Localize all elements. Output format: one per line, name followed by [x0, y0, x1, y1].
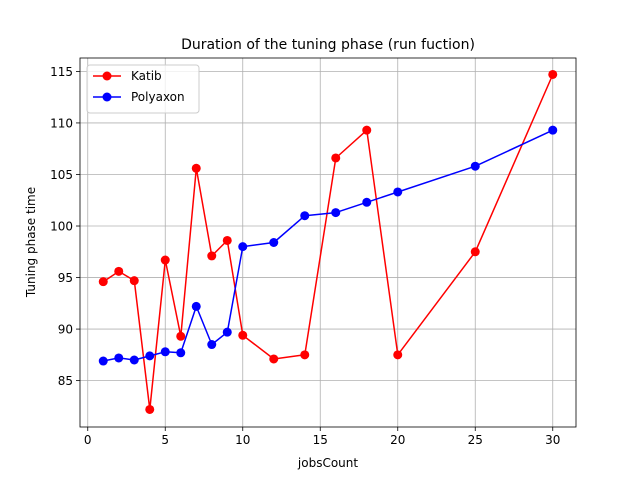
plot-frame: [79, 57, 577, 428]
data-point-polyaxon: [176, 348, 186, 358]
data-point-polyaxon: [207, 340, 217, 350]
y-tick-label: 115: [50, 65, 73, 79]
data-point-katib: [191, 163, 201, 173]
y-tick-label: 105: [50, 168, 73, 182]
x-tick-label: 10: [235, 433, 250, 447]
data-point-polyaxon: [98, 356, 108, 366]
y-tick-label: 85: [58, 374, 73, 388]
data-point-polyaxon: [160, 347, 170, 357]
y-tick-label: 95: [58, 271, 73, 285]
chart-title: Duration of the tuning phase (run fuctio…: [181, 37, 475, 53]
x-tick-label: 30: [545, 433, 560, 447]
legend-label-katib: Katib: [131, 69, 162, 83]
data-point-polyaxon: [331, 208, 341, 218]
x-tick-label: 25: [468, 433, 483, 447]
data-point-katib: [331, 153, 341, 163]
legend-box: [86, 64, 200, 114]
data-point-polyaxon: [238, 242, 248, 252]
data-point-katib: [129, 276, 139, 286]
legend: Katib Polyaxon: [86, 64, 200, 114]
data-point-katib: [222, 235, 232, 245]
data-point-katib: [160, 255, 170, 265]
data-point-katib: [114, 266, 124, 276]
axis-ticks: 0 5 10 15 20 25 30 85 90 95 100 105 110 115: [50, 65, 560, 447]
data-point-polyaxon: [269, 238, 279, 247]
data-point-polyaxon: [145, 351, 155, 361]
data-point-polyaxon: [393, 187, 403, 197]
data-point-katib: [470, 247, 480, 257]
data-point-polyaxon: [300, 211, 310, 221]
data-point-polyaxon: [470, 161, 480, 171]
plot-series: [98, 69, 558, 414]
data-point-katib: [548, 69, 558, 79]
x-tick-label: 20: [390, 433, 405, 447]
data-point-katib: [98, 277, 108, 287]
data-point-katib: [362, 125, 372, 135]
data-point-katib: [207, 251, 217, 261]
y-tick-label: 90: [58, 323, 73, 337]
data-point-polyaxon: [129, 355, 139, 365]
legend-marker-katib: [102, 71, 112, 81]
x-tick-label: 5: [161, 433, 169, 447]
legend-label-polyaxon: Polyaxon: [131, 90, 185, 104]
x-tick-label: 0: [84, 433, 92, 447]
y-tick-label: 110: [50, 116, 73, 130]
y-tick-label: 100: [50, 220, 73, 234]
data-point-katib: [300, 350, 310, 360]
data-point-polyaxon: [191, 301, 201, 311]
data-point-polyaxon: [548, 125, 558, 135]
data-point-katib: [145, 404, 155, 414]
data-point-polyaxon: [362, 197, 372, 207]
data-point-katib: [238, 330, 248, 340]
x-tick-label: 15: [313, 433, 328, 447]
data-point-katib: [393, 350, 403, 360]
y-axis-label: Tuning phase time: [24, 187, 38, 298]
data-point-katib: [176, 331, 186, 341]
data-point-polyaxon: [114, 353, 124, 363]
x-axis-label: jobsCount: [297, 456, 358, 470]
legend-marker-polyaxon: [102, 92, 112, 102]
data-point-katib: [269, 354, 279, 364]
data-point-polyaxon: [222, 327, 232, 337]
